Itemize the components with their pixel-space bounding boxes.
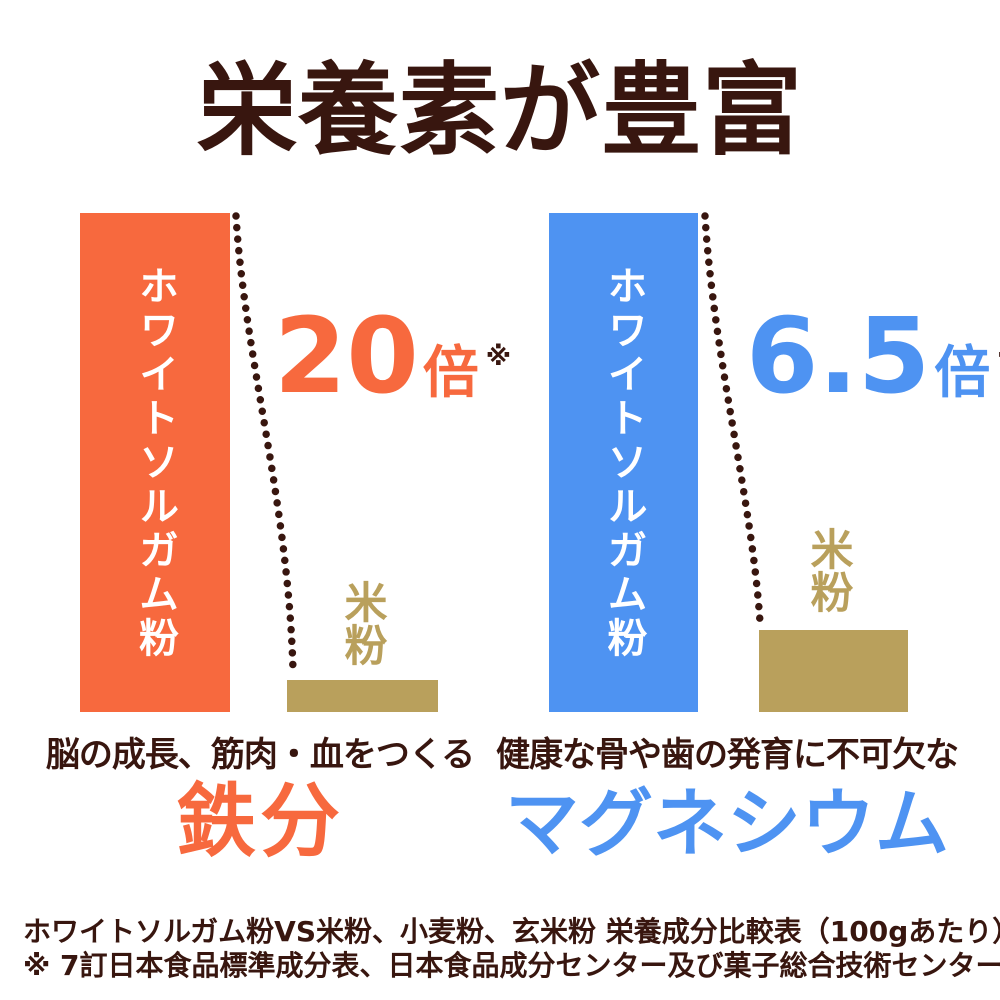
bar-sorghum-iron-label: ホワイトソルガム粉 <box>132 264 178 661</box>
page-title: 栄養素が豊富 <box>197 52 803 169</box>
footnote-comparison-source: ホワイトソルガム粉VS米粉、小麦粉、玄米粉 栄養成分比較表（100gあたり） <box>23 915 1000 948</box>
bar-sorghum-iron: ホワイトソルガム粉 <box>80 213 230 712</box>
dotted-line-right <box>701 212 764 626</box>
multiplier-magnesium-value: 6.5 <box>746 295 931 417</box>
multiplier-iron: 20 倍 ※ <box>274 304 511 408</box>
caption-iron: 脳の成長、筋肉・血をつくる <box>45 735 475 775</box>
multiplier-magnesium-unit: 倍 <box>934 341 991 406</box>
caption-magnesium: 健康な骨や歯の発育に不可欠な <box>496 735 959 775</box>
bar-sorghum-magnesium: ホワイトソルガム粉 <box>549 213 698 712</box>
bar-rice-magnesium <box>759 630 908 712</box>
multiplier-magnesium-note-mark: ※ <box>997 344 1000 370</box>
multiplier-iron-value: 20 <box>274 295 419 417</box>
bar-rice-iron-label: 米粉 <box>337 580 387 666</box>
bar-rice-magnesium-label: 米粉 <box>803 527 853 613</box>
dotted-line-left <box>232 212 297 674</box>
nutrient-name-iron: 鉄分 <box>176 775 344 868</box>
footnote-reference-source: ※ 7訂日本食品標準成分表、日本食品成分センター及び菓子総合技術センター調べ <box>23 949 1000 982</box>
multiplier-iron-unit: 倍 <box>422 341 479 406</box>
nutrient-name-magnesium: マグネシウム <box>505 781 949 867</box>
multiplier-magnesium: 6.5 倍 ※ <box>746 304 1000 408</box>
multiplier-iron-note-mark: ※ <box>485 342 512 372</box>
bar-sorghum-magnesium-label: ホワイトソルガム粉 <box>600 264 647 661</box>
bar-rice-iron <box>287 680 438 712</box>
